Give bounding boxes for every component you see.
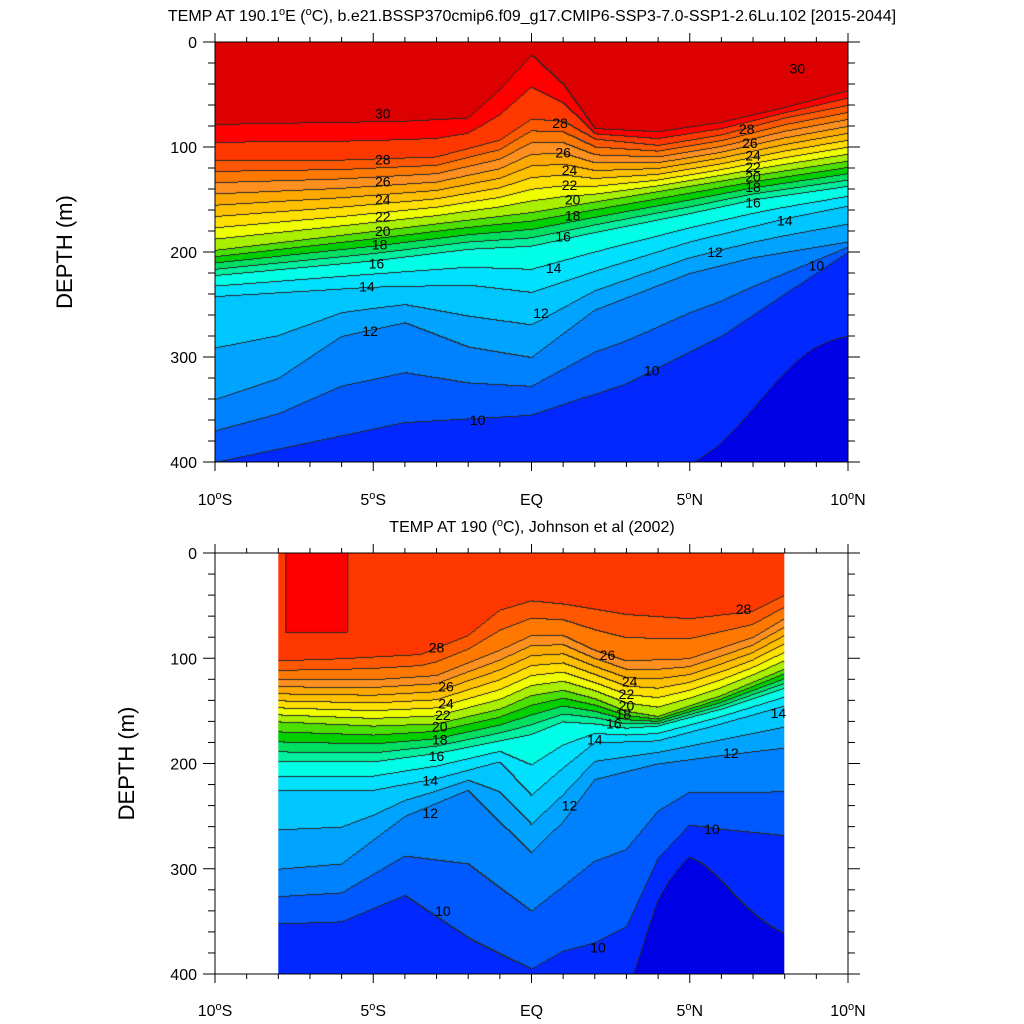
contour-label: 20 — [619, 698, 635, 714]
contour-label: 28 — [429, 640, 445, 656]
contour-label: 22 — [619, 686, 635, 702]
contour-label: 22 — [745, 159, 761, 175]
contour-label: 14 — [422, 772, 438, 788]
contour-label: 18 — [565, 207, 581, 223]
contour-label: 20 — [432, 719, 448, 735]
contour-label: 14 — [587, 731, 603, 747]
contour-label: 12 — [362, 323, 378, 339]
contour-label: 14 — [771, 705, 787, 721]
contour-label: 24 — [622, 673, 638, 689]
y-tick-label: 400 — [170, 455, 197, 472]
contour-label: 10 — [470, 412, 486, 428]
y-tick-label: 0 — [188, 35, 197, 52]
contour-label: 20 — [745, 168, 761, 184]
contour-label: 12 — [723, 745, 739, 761]
contour-label: 20 — [375, 223, 391, 239]
contour-label: 12 — [562, 798, 578, 814]
x-tick-label: EQ — [520, 492, 543, 509]
contour-label: 18 — [372, 237, 388, 253]
temperature-field — [278, 553, 785, 974]
temperature-field — [215, 42, 848, 462]
contour-label: 12 — [422, 805, 438, 821]
chart-title: TEMP AT 190 (oC), Johnson et al (2002) — [389, 517, 674, 536]
contour-label: 28 — [375, 152, 391, 168]
y-tick-label: 100 — [170, 651, 197, 668]
contour-label: 20 — [565, 192, 581, 208]
contour-label: 10 — [435, 903, 451, 919]
y-tick-label: 200 — [170, 757, 197, 774]
contour-label: 30 — [790, 60, 806, 76]
contour-label: 24 — [438, 696, 454, 712]
contour-label: 16 — [606, 716, 622, 732]
contour-label: 24 — [375, 192, 391, 208]
panel-1: TEMP AT 190.1oE (oC), b.e21.BSSP370cmip6… — [52, 6, 896, 509]
contour-label: 10 — [644, 363, 660, 379]
contour-label: 12 — [533, 305, 549, 321]
contour-label: 28 — [739, 121, 755, 137]
x-tick-label: 10oN — [830, 1001, 865, 1020]
contour-label: 22 — [375, 208, 391, 224]
contour-label: 12 — [707, 244, 723, 260]
contour-label: 16 — [429, 748, 445, 764]
contour-label: 18 — [745, 179, 761, 195]
contour-label: 18 — [432, 731, 448, 747]
panel-2: TEMP AT 190 (oC), Johnson et al (2002) 28… — [114, 517, 866, 1020]
contour-label: 28 — [552, 115, 568, 131]
x-tick-label: 10oN — [830, 490, 865, 509]
x-tick-label: 5oS — [360, 1001, 386, 1020]
y-tick-label: 300 — [170, 862, 197, 879]
contour-label: 10 — [704, 821, 720, 837]
contour-label: 26 — [600, 647, 616, 663]
x-tick-label: EQ — [520, 1003, 543, 1020]
y-axis-label: DEPTH (m) — [52, 195, 77, 309]
x-tick-label: 5oN — [676, 1001, 703, 1020]
contour-label: 26 — [742, 135, 758, 151]
contour-label: 14 — [546, 260, 562, 276]
contour-label: 18 — [615, 706, 631, 722]
contour-label: 26 — [438, 679, 454, 695]
contour-label: 22 — [562, 177, 578, 193]
contour-label: 14 — [777, 213, 793, 229]
contour-label: 24 — [745, 147, 761, 163]
contour-label: 26 — [375, 174, 391, 190]
contour-label: 24 — [562, 162, 578, 178]
y-tick-label: 0 — [188, 546, 197, 563]
contour-label: 26 — [555, 144, 571, 160]
contour-label: 10 — [809, 258, 825, 274]
y-axis-label: DEPTH (m) — [114, 707, 139, 821]
y-tick-label: 300 — [170, 350, 197, 367]
y-tick-label: 400 — [170, 967, 197, 984]
contour-label: 16 — [369, 256, 385, 272]
contour-label: 30 — [375, 105, 391, 121]
y-tick-label: 200 — [170, 245, 197, 262]
x-tick-label: 10oS — [198, 1001, 233, 1020]
contour-label: 22 — [435, 707, 451, 723]
chart-title: TEMP AT 190.1oE (oC), b.e21.BSSP370cmip6… — [168, 6, 896, 25]
x-tick-label: 10oS — [198, 490, 233, 509]
contour-label: 16 — [745, 195, 761, 211]
contour-label: 16 — [555, 228, 571, 244]
contour-label: 28 — [736, 601, 752, 617]
x-tick-label: 5oS — [360, 490, 386, 509]
contour-label: 14 — [359, 279, 375, 295]
x-tick-label: 5oN — [676, 490, 703, 509]
y-tick-label: 100 — [170, 140, 197, 157]
contour-label: 10 — [590, 940, 606, 956]
